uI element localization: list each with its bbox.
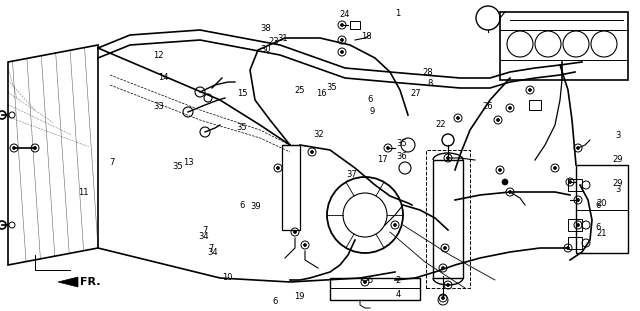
Circle shape	[577, 198, 579, 202]
Circle shape	[509, 106, 511, 109]
Circle shape	[554, 166, 557, 169]
Circle shape	[568, 180, 572, 183]
Text: 5: 5	[367, 276, 372, 285]
Circle shape	[442, 267, 445, 270]
Text: 1: 1	[396, 10, 401, 18]
Text: 31: 31	[278, 35, 288, 43]
Circle shape	[529, 89, 531, 91]
Text: 10: 10	[222, 273, 232, 282]
Text: 6: 6	[596, 201, 601, 210]
Circle shape	[340, 24, 344, 26]
Circle shape	[577, 224, 579, 226]
Text: 35: 35	[397, 139, 407, 147]
Text: 30: 30	[260, 45, 271, 54]
Bar	[426, 150, 470, 288]
Text: 33: 33	[154, 102, 164, 111]
Text: 9: 9	[370, 108, 375, 116]
Bar	[529, 100, 541, 110]
Text: 18: 18	[361, 32, 371, 41]
Text: 17: 17	[378, 155, 388, 164]
Circle shape	[13, 146, 15, 150]
Text: 28: 28	[422, 68, 433, 77]
Bar	[330, 278, 420, 300]
Circle shape	[509, 191, 511, 193]
Text: 16: 16	[316, 89, 326, 98]
Text: 29: 29	[612, 179, 623, 188]
Text: 6: 6	[273, 297, 278, 305]
Text: 24: 24	[339, 11, 349, 19]
Circle shape	[577, 146, 579, 150]
Text: 35: 35	[237, 123, 247, 132]
Circle shape	[340, 39, 344, 41]
Text: 39: 39	[251, 202, 261, 211]
Circle shape	[276, 166, 280, 169]
Text: 38: 38	[260, 24, 271, 33]
Bar	[576, 165, 628, 253]
Text: FR.: FR.	[80, 277, 100, 287]
Circle shape	[447, 284, 449, 286]
Text: 26: 26	[483, 102, 493, 111]
Text: 27: 27	[411, 89, 421, 98]
Text: 6: 6	[596, 223, 601, 231]
Bar	[568, 219, 582, 231]
Text: 2: 2	[396, 276, 401, 285]
Circle shape	[499, 169, 502, 171]
Text: 11: 11	[78, 188, 88, 197]
Text: 6: 6	[367, 95, 372, 104]
Text: 8: 8	[428, 80, 433, 88]
Text: 21: 21	[596, 230, 607, 238]
Circle shape	[310, 151, 314, 154]
Text: 7: 7	[109, 158, 115, 167]
Circle shape	[444, 247, 447, 249]
Bar	[500, 12, 628, 80]
Text: 29: 29	[612, 155, 623, 164]
Text: 19: 19	[294, 292, 305, 300]
Bar	[568, 237, 582, 249]
Text: 35: 35	[326, 83, 337, 91]
Text: 35: 35	[173, 162, 183, 171]
Text: 34: 34	[198, 233, 209, 241]
Text: 34: 34	[207, 248, 218, 257]
Bar	[282, 145, 300, 230]
Circle shape	[33, 146, 36, 150]
Circle shape	[340, 50, 344, 53]
Circle shape	[497, 118, 499, 122]
Circle shape	[303, 244, 307, 247]
Text: 37: 37	[347, 170, 357, 179]
Text: 12: 12	[154, 51, 164, 60]
Circle shape	[502, 179, 508, 185]
Bar	[433, 160, 463, 278]
Text: 32: 32	[314, 130, 324, 139]
Text: 23: 23	[269, 38, 279, 46]
Text: 36: 36	[397, 152, 407, 160]
Circle shape	[387, 146, 390, 150]
Bar	[568, 179, 582, 191]
Text: 3: 3	[615, 131, 620, 140]
Circle shape	[447, 156, 449, 160]
Text: 6: 6	[239, 201, 244, 210]
Text: 4: 4	[396, 290, 401, 299]
Circle shape	[394, 224, 397, 226]
Circle shape	[566, 247, 570, 249]
Text: 25: 25	[294, 86, 305, 95]
Circle shape	[442, 296, 445, 299]
Bar	[350, 21, 360, 29]
Circle shape	[364, 281, 367, 284]
Polygon shape	[58, 277, 78, 287]
Text: 20: 20	[596, 199, 607, 208]
Circle shape	[456, 117, 460, 119]
Text: 14: 14	[158, 73, 168, 82]
Circle shape	[294, 230, 296, 234]
Text: 22: 22	[435, 120, 445, 129]
Text: 15: 15	[237, 89, 247, 98]
Text: 7: 7	[209, 244, 214, 253]
Text: 7: 7	[202, 226, 207, 235]
Text: 13: 13	[184, 158, 194, 167]
Text: 3: 3	[615, 185, 620, 194]
